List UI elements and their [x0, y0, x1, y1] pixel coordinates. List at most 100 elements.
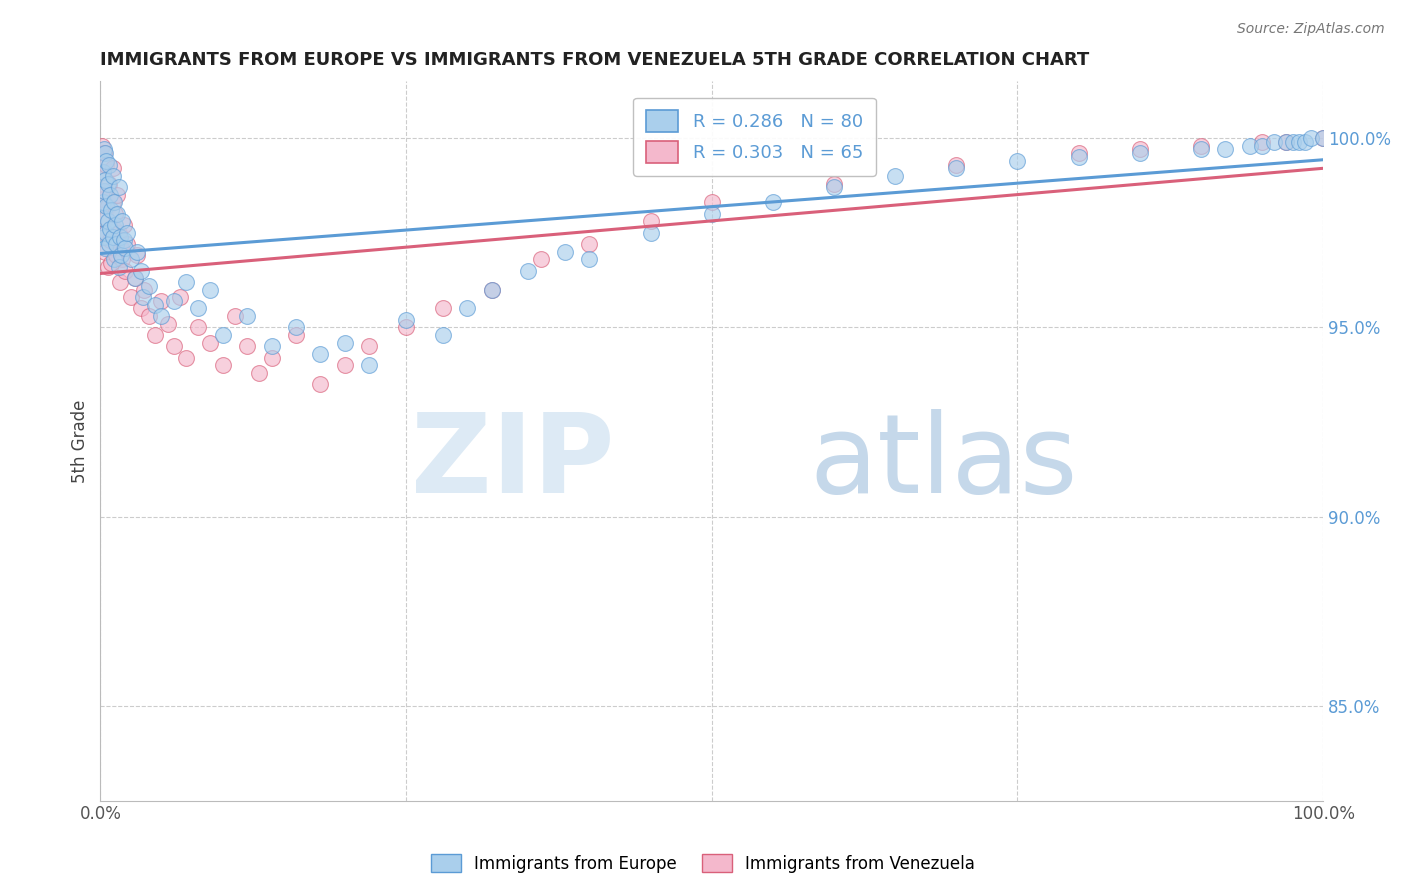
- Point: [1189, 143, 1212, 157]
- Point: [309, 377, 332, 392]
- Point: [110, 241, 132, 255]
- Point: [104, 207, 127, 221]
- Point: [762, 195, 785, 210]
- Point: [359, 339, 381, 353]
- Point: [97, 177, 120, 191]
- Point: [101, 161, 124, 176]
- Point: [90, 211, 112, 225]
- Point: [150, 309, 173, 323]
- Point: [129, 263, 152, 277]
- Point: [236, 309, 259, 323]
- Point: [112, 233, 135, 247]
- Point: [138, 278, 160, 293]
- Point: [114, 263, 136, 277]
- Point: [134, 283, 156, 297]
- Point: [1299, 131, 1322, 145]
- Point: [114, 241, 136, 255]
- Point: [132, 290, 155, 304]
- Point: [1251, 138, 1274, 153]
- Legend: R = 0.286   N = 80, R = 0.303   N = 65: R = 0.286 N = 80, R = 0.303 N = 65: [633, 97, 876, 176]
- Point: [98, 188, 121, 202]
- Point: [145, 298, 167, 312]
- Point: [94, 146, 117, 161]
- Point: [96, 211, 118, 225]
- Point: [247, 366, 270, 380]
- Point: [1067, 146, 1090, 161]
- Point: [93, 184, 115, 198]
- Point: [107, 180, 129, 194]
- Point: [93, 229, 115, 244]
- Point: [1213, 143, 1236, 157]
- Point: [285, 320, 308, 334]
- Point: [481, 283, 503, 297]
- Legend: Immigrants from Europe, Immigrants from Venezuela: Immigrants from Europe, Immigrants from …: [425, 847, 981, 880]
- Point: [97, 237, 120, 252]
- Point: [120, 252, 142, 267]
- Point: [285, 328, 308, 343]
- Point: [98, 233, 121, 247]
- Point: [529, 252, 551, 267]
- Point: [97, 158, 120, 172]
- Point: [97, 260, 120, 274]
- Point: [884, 169, 907, 183]
- Point: [174, 351, 197, 365]
- Point: [174, 275, 197, 289]
- Point: [359, 358, 381, 372]
- Point: [103, 222, 125, 236]
- Point: [1189, 138, 1212, 153]
- Point: [112, 218, 135, 232]
- Point: [169, 290, 191, 304]
- Point: [91, 192, 114, 206]
- Point: [107, 207, 129, 221]
- Point: [1007, 153, 1029, 168]
- Point: [395, 320, 418, 334]
- Point: [110, 248, 132, 262]
- Point: [1263, 135, 1285, 149]
- Point: [93, 146, 115, 161]
- Point: [260, 339, 283, 353]
- Point: [103, 195, 125, 210]
- Point: [117, 226, 139, 240]
- Point: [100, 202, 122, 217]
- Point: [94, 184, 117, 198]
- Point: [163, 339, 186, 353]
- Point: [111, 252, 134, 267]
- Point: [124, 271, 146, 285]
- Point: [432, 301, 454, 316]
- Point: [945, 161, 967, 176]
- Point: [103, 252, 125, 267]
- Point: [97, 177, 120, 191]
- Point: [138, 309, 160, 323]
- Point: [120, 290, 142, 304]
- Point: [96, 153, 118, 168]
- Point: [108, 229, 131, 244]
- Point: [94, 244, 117, 259]
- Point: [108, 275, 131, 289]
- Point: [145, 328, 167, 343]
- Point: [200, 335, 222, 350]
- Point: [97, 214, 120, 228]
- Point: [107, 188, 129, 202]
- Point: [117, 237, 139, 252]
- Point: [700, 207, 723, 221]
- Point: [96, 199, 118, 213]
- Point: [224, 309, 246, 323]
- Point: [93, 143, 115, 157]
- Point: [432, 328, 454, 343]
- Point: [1239, 138, 1261, 153]
- Point: [1312, 131, 1334, 145]
- Point: [97, 199, 120, 213]
- Point: [93, 226, 115, 240]
- Point: [163, 293, 186, 308]
- Point: [1067, 150, 1090, 164]
- Point: [309, 347, 332, 361]
- Point: [129, 301, 152, 316]
- Point: [823, 180, 845, 194]
- Point: [1312, 131, 1334, 145]
- Point: [945, 158, 967, 172]
- Point: [101, 229, 124, 244]
- Point: [1129, 143, 1152, 157]
- Point: [101, 195, 124, 210]
- Point: [211, 358, 233, 372]
- Text: Source: ZipAtlas.com: Source: ZipAtlas.com: [1237, 22, 1385, 37]
